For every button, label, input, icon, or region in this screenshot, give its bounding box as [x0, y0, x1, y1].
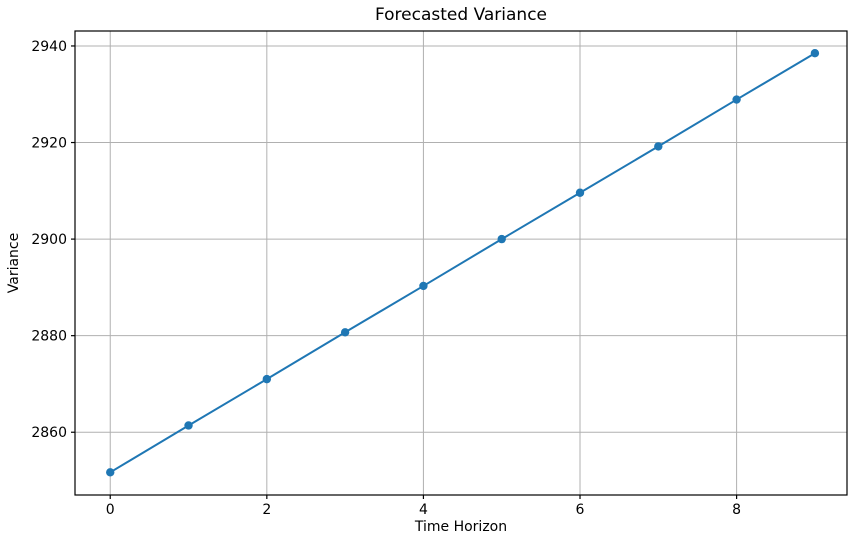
x-tick-label: 0 [106, 502, 115, 518]
y-tick-label: 2860 [31, 425, 67, 441]
data-point [810, 49, 820, 58]
plot-border [74, 30, 848, 496]
data-line [109, 52, 816, 474]
x-tick-label: 4 [419, 502, 428, 518]
y-tick-label: 2880 [31, 329, 67, 345]
data-point [732, 95, 741, 104]
x-axis-label: Time Horizon [414, 519, 508, 535]
data-point [106, 468, 115, 477]
data-point [654, 142, 663, 151]
data-point [497, 234, 506, 244]
data-point [262, 374, 272, 384]
x-tick-label: 2 [262, 502, 271, 518]
y-tick-label: 2920 [31, 136, 67, 152]
data-point [419, 281, 428, 291]
x-tick-label: 8 [732, 502, 741, 518]
data-point [184, 421, 193, 430]
data-point [575, 188, 585, 197]
chart-title: Forecasted Variance [374, 5, 548, 25]
x-tick-label: 6 [576, 502, 585, 518]
y-tick-label: 2940 [31, 39, 67, 55]
y-tick-label: 2900 [31, 232, 67, 248]
data-point [340, 328, 350, 337]
y-axis-label: Variance [6, 232, 22, 294]
